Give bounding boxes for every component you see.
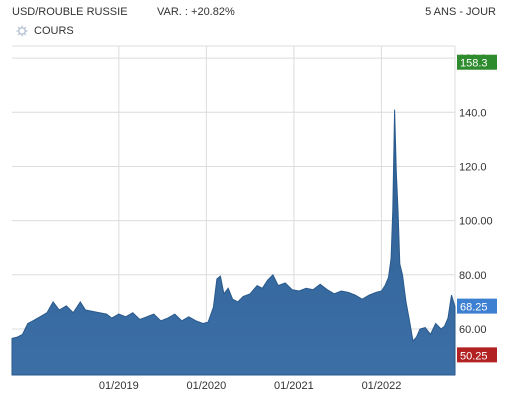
value-badges: 158.3 68.25 50.25 [457,54,497,363]
variation-label: VAR. : +20.82% [157,6,235,18]
series-legend[interactable]: COURS [16,25,74,37]
period-selector[interactable]: 5 ANS - JOUR [425,6,496,18]
y-tick-label: 60.00 [459,324,487,336]
x-tick-label: 01/2021 [274,380,314,392]
y-tick-label: 120.0 [459,161,487,173]
x-tick-label: 01/2019 [99,380,139,392]
x-tick-label: 01/2020 [186,380,226,392]
x-tick-label: 01/2022 [362,380,402,392]
badge-current-label: 68.25 [460,302,488,314]
badge-low [457,347,497,363]
y-tick-label: 140.0 [459,107,487,119]
badge-low-label: 50.25 [460,350,488,362]
legend-label: COURS [34,25,74,37]
badge-current [457,298,497,314]
series-area [11,109,456,376]
badge-high-label: 158.3 [460,58,488,70]
y-tick-label: 80.00 [459,270,487,282]
y-tick-label: 100.00 [459,216,493,228]
chart-header: USD/ROUBLE RUSSIE VAR. : +20.82% 5 ANS -… [12,6,496,22]
series-area-path [11,109,456,376]
badge-high [457,54,497,70]
gear-icon[interactable] [16,25,28,37]
instrument-title: USD/ROUBLE RUSSIE [12,6,128,18]
